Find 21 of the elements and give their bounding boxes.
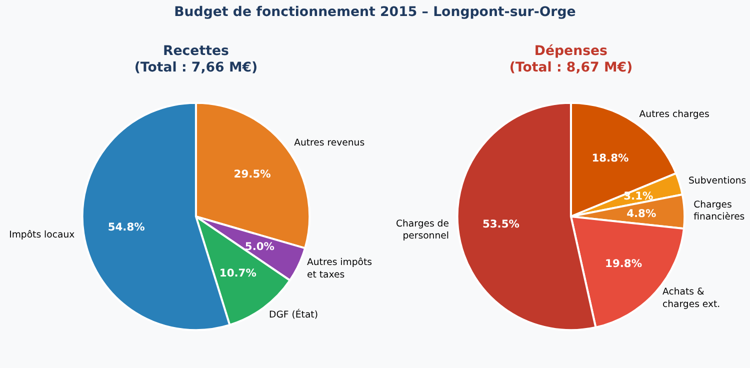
- chart-subtitle: Dépenses (Total : 8,67 M€): [509, 44, 633, 76]
- chart-subtitle: Recettes (Total : 7,66 M€): [134, 44, 258, 76]
- data-label: 5.0%: [244, 240, 275, 253]
- slice-label: Autres impôts et taxes: [307, 257, 372, 280]
- data-label: 54.8%: [108, 220, 146, 234]
- data-label: 10.7%: [219, 266, 257, 280]
- data-label: 3.1%: [624, 190, 654, 203]
- data-label: 53.5%: [482, 218, 520, 231]
- data-label: 19.8%: [605, 256, 642, 270]
- chart-title: Budget de fonctionnement 2015 – Longpont-sur-Orge: [174, 4, 576, 22]
- slice-label: Autres revenus: [294, 137, 365, 148]
- data-label: 4.8%: [626, 206, 656, 220]
- data-label: 18.8%: [592, 151, 629, 164]
- slice-label: Autres charges: [639, 109, 710, 120]
- slice-label: Achats & charges ext.: [662, 286, 720, 310]
- slice-label: Charges de personnel: [396, 218, 450, 242]
- slice-label: Subventions: [688, 176, 746, 187]
- slice-label: Impôts locaux: [9, 229, 76, 240]
- slice-label: DGF (État): [269, 308, 318, 321]
- data-label: 29.5%: [234, 168, 272, 181]
- slice-label: Charges financières: [694, 200, 745, 223]
